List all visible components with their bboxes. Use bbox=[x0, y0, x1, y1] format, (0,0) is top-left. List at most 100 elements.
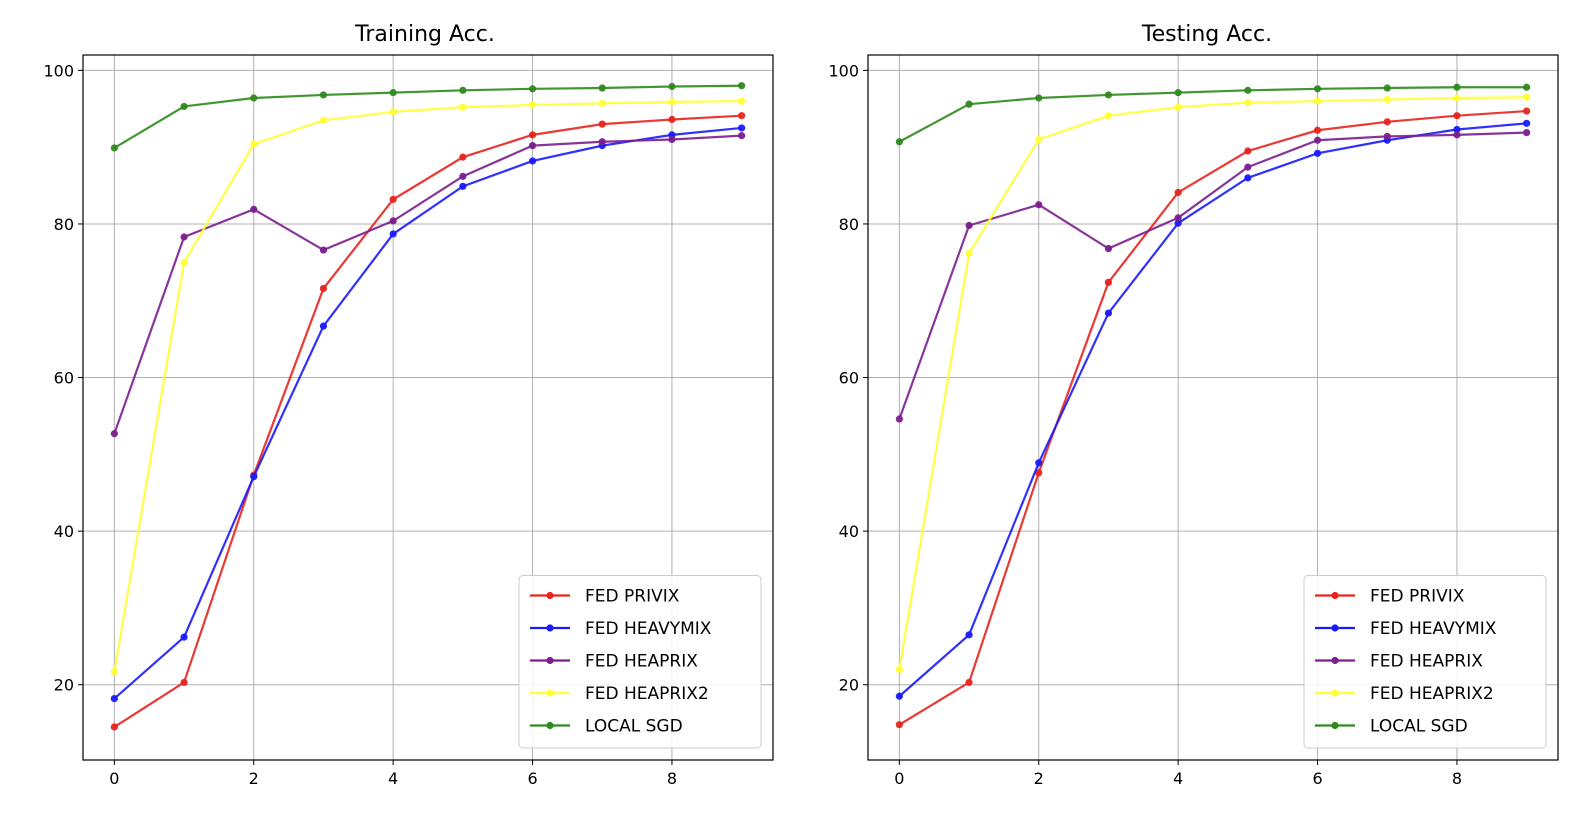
legend-swatch-marker bbox=[546, 624, 554, 632]
legend-label: FED PRIVIX bbox=[1370, 587, 1465, 607]
y-tick-label: 40 bbox=[54, 522, 74, 541]
legend-swatch-marker bbox=[546, 656, 554, 665]
data-point bbox=[668, 82, 676, 91]
data-point bbox=[1453, 131, 1461, 139]
x-tick-label: 4 bbox=[388, 769, 398, 788]
data-point bbox=[389, 108, 397, 116]
data-point bbox=[1244, 174, 1252, 182]
series-local-sgd bbox=[895, 83, 1531, 146]
data-point bbox=[965, 100, 973, 108]
x-tick-label: 8 bbox=[1452, 769, 1462, 788]
y-tick-label: 60 bbox=[839, 369, 859, 388]
legend-item: FED PRIVIX bbox=[1315, 587, 1465, 607]
x-tick-label: 6 bbox=[527, 769, 537, 788]
grid bbox=[868, 55, 1558, 760]
legend-item: FED HEAVYMIX bbox=[1315, 619, 1497, 639]
data-point bbox=[965, 221, 973, 230]
data-point bbox=[250, 205, 258, 213]
y-tick-label: 80 bbox=[839, 215, 859, 234]
data-point bbox=[180, 258, 188, 266]
x-tick-label: 2 bbox=[1034, 769, 1044, 788]
data-point bbox=[598, 84, 606, 92]
data-point bbox=[1383, 84, 1391, 92]
data-point bbox=[1174, 89, 1182, 97]
training-accuracy-chart: Training Acc. 0 2 4 6 8 20 40 60 80 100 FED PRIVIX… bbox=[43, 22, 774, 788]
data-point bbox=[389, 217, 397, 225]
data-point bbox=[528, 101, 537, 109]
x-tick-label: 0 bbox=[109, 769, 119, 788]
series-fed-heaprix2 bbox=[110, 97, 746, 676]
series-line bbox=[898, 109, 1527, 726]
chart-title: Testing Acc. bbox=[1141, 22, 1272, 47]
data-point bbox=[110, 430, 118, 438]
data-point bbox=[738, 132, 746, 140]
data-point bbox=[1313, 149, 1322, 157]
data-point bbox=[1104, 309, 1113, 317]
x-tick-label: 0 bbox=[894, 769, 904, 788]
legend-label: FED HEAVYMIX bbox=[585, 619, 712, 639]
y-tick-label: 100 bbox=[43, 61, 74, 80]
data-point bbox=[1313, 85, 1322, 93]
data-point bbox=[1383, 118, 1391, 126]
data-point bbox=[668, 98, 676, 106]
series-line bbox=[113, 114, 742, 728]
data-point bbox=[1244, 147, 1252, 155]
data-point bbox=[250, 473, 258, 481]
y-tick-label: 20 bbox=[54, 676, 74, 695]
data-point bbox=[1523, 128, 1531, 137]
data-point bbox=[528, 157, 537, 165]
data-point bbox=[319, 322, 328, 330]
data-point bbox=[1174, 214, 1182, 222]
series-fed-heaprix bbox=[895, 128, 1531, 423]
legend-swatch-marker bbox=[1331, 624, 1339, 632]
data-point bbox=[319, 246, 328, 254]
data-point bbox=[738, 97, 746, 105]
data-point bbox=[1104, 91, 1113, 99]
data-point bbox=[738, 82, 746, 90]
data-point bbox=[1523, 93, 1531, 101]
legend-label: FED HEAPRIX bbox=[1370, 652, 1483, 672]
plot-frame bbox=[867, 54, 1559, 761]
legend-label: FED HEAPRIX2 bbox=[585, 684, 709, 704]
data-point bbox=[1453, 83, 1461, 91]
data-point bbox=[319, 284, 328, 293]
data-point bbox=[895, 415, 903, 423]
legend-item: FED HEAPRIX bbox=[1315, 652, 1483, 672]
legend-swatch-marker bbox=[546, 721, 554, 730]
series-fed-privix bbox=[110, 112, 746, 731]
data-point bbox=[1035, 469, 1043, 477]
data-point bbox=[1244, 163, 1252, 171]
series-fed-privix bbox=[895, 107, 1531, 729]
data-point bbox=[110, 723, 118, 731]
legend-item: LOCAL SGD bbox=[530, 717, 683, 737]
data-point bbox=[459, 103, 467, 111]
legend-item: FED HEAPRIX bbox=[530, 652, 698, 672]
data-point bbox=[389, 89, 397, 97]
data-point bbox=[1174, 219, 1182, 227]
data-point bbox=[459, 182, 467, 190]
data-point bbox=[1523, 83, 1531, 91]
data-point bbox=[1174, 103, 1182, 111]
y-tick-label: 40 bbox=[839, 522, 859, 541]
x-tick-label: 6 bbox=[1312, 769, 1322, 788]
series-line bbox=[113, 84, 742, 149]
data-point bbox=[738, 112, 746, 120]
legend-item: LOCAL SGD bbox=[1315, 717, 1468, 737]
x-tick-label: 8 bbox=[667, 769, 677, 788]
legend-swatch-marker bbox=[1331, 689, 1339, 697]
data-point bbox=[965, 249, 973, 257]
grid bbox=[83, 55, 773, 760]
legend-label: FED HEAPRIX bbox=[585, 652, 698, 672]
series-line bbox=[898, 86, 1527, 143]
legend-swatch-marker bbox=[1331, 721, 1339, 730]
data-point bbox=[110, 668, 118, 676]
data-point bbox=[180, 102, 188, 111]
data-point bbox=[319, 91, 328, 99]
legend-swatch-marker bbox=[1331, 656, 1339, 665]
data-point bbox=[598, 99, 606, 107]
data-point bbox=[895, 138, 903, 146]
series-line bbox=[898, 96, 1527, 670]
data-point bbox=[895, 665, 903, 673]
x-tick-label: 2 bbox=[249, 769, 259, 788]
